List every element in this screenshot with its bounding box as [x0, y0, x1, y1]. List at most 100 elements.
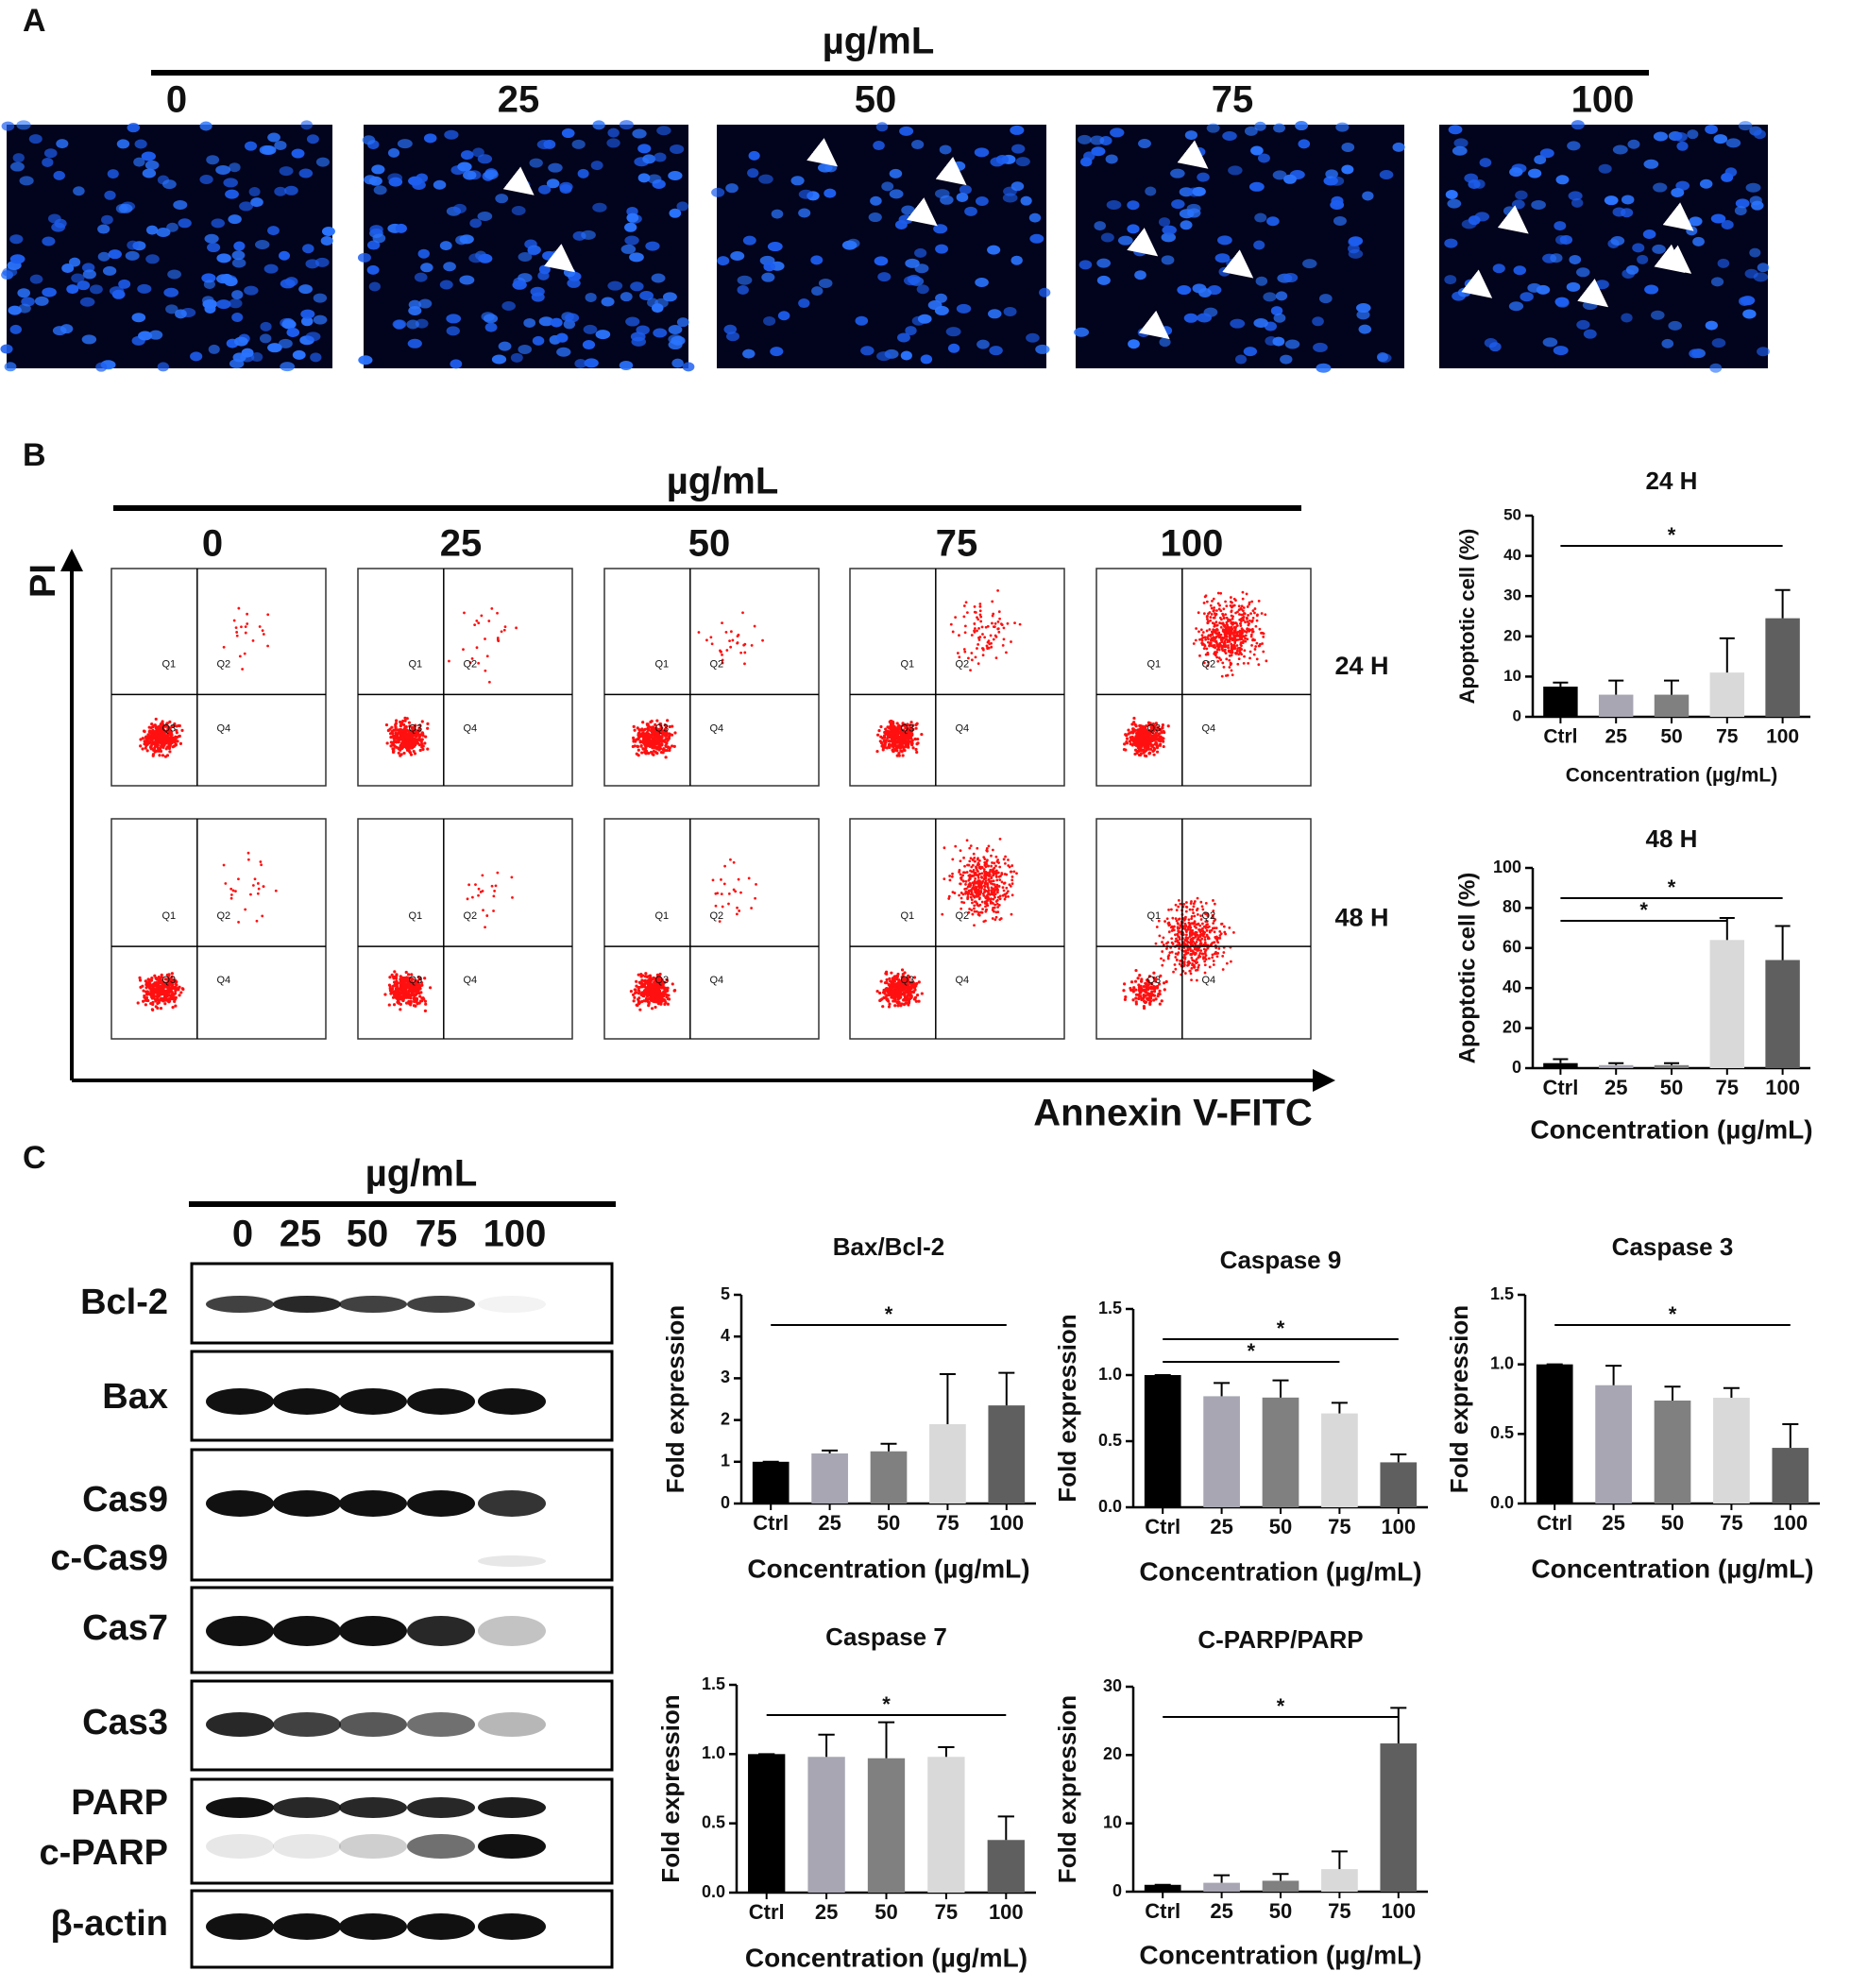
event: [1253, 654, 1256, 656]
nucleus: [1330, 200, 1344, 210]
event: [503, 629, 506, 632]
event: [666, 719, 669, 722]
event: [1012, 870, 1015, 873]
event: [1211, 644, 1214, 647]
event: [1127, 729, 1129, 732]
nucleus: [468, 253, 483, 263]
event: [393, 1003, 396, 1006]
nucleus: [631, 331, 646, 341]
quadrant-label: Q1: [900, 658, 914, 670]
nucleus: [632, 129, 646, 139]
event: [748, 877, 751, 880]
event: [1248, 656, 1251, 659]
event: [886, 725, 889, 728]
event: [1155, 742, 1158, 745]
event: [957, 652, 959, 654]
event: [156, 1007, 159, 1010]
nucleus: [262, 145, 277, 155]
event: [393, 980, 396, 983]
nucleus: [484, 314, 498, 323]
panel-label: C: [23, 1140, 46, 1176]
event: [888, 734, 891, 737]
event: [1218, 656, 1221, 659]
nucleus: [453, 204, 467, 213]
nucleus: [48, 213, 61, 223]
event: [151, 1008, 154, 1011]
event: [966, 839, 969, 841]
event: [1216, 648, 1219, 651]
event: [1197, 630, 1200, 633]
nucleus: [624, 223, 637, 232]
nucleus: [440, 241, 452, 250]
event: [981, 911, 984, 914]
nucleus: [881, 181, 893, 191]
nucleus: [1595, 280, 1609, 289]
quadrant-label: Q2: [463, 910, 477, 922]
nucleus: [302, 244, 314, 253]
nucleus: [415, 273, 428, 282]
event: [1011, 882, 1014, 885]
nucleus: [408, 339, 422, 348]
event: [399, 1008, 401, 1011]
event: [259, 860, 262, 863]
event: [1250, 601, 1253, 603]
nucleus: [485, 323, 498, 332]
event: [637, 749, 640, 752]
event: [652, 739, 654, 741]
event: [390, 726, 393, 729]
nucleus: [388, 148, 399, 158]
event: [145, 990, 148, 993]
nucleus: [592, 120, 604, 129]
nucleus: [1010, 256, 1022, 265]
event: [645, 975, 648, 977]
nucleus: [1010, 126, 1024, 135]
nucleus: [90, 284, 103, 294]
event: [1214, 617, 1216, 620]
event: [1224, 636, 1227, 638]
event: [888, 1005, 891, 1008]
dose-label: 100: [1571, 79, 1635, 121]
nucleus: [146, 226, 158, 235]
event: [1007, 864, 1010, 867]
event: [388, 1003, 391, 1006]
nucleus: [1718, 259, 1730, 268]
event: [143, 994, 145, 997]
event: [426, 722, 429, 725]
event: [179, 742, 182, 745]
nucleus: [223, 178, 238, 187]
event: [418, 743, 421, 746]
event: [915, 727, 918, 730]
nucleus: [463, 170, 476, 179]
quadrant-label: Q4: [216, 975, 230, 986]
quadrant-label: Q2: [955, 658, 969, 670]
event: [733, 861, 736, 864]
event: [398, 731, 400, 734]
nucleus: [1302, 259, 1316, 268]
event: [890, 972, 892, 975]
event: [261, 915, 263, 918]
event: [1207, 641, 1210, 644]
event: [634, 744, 637, 747]
nucleus: [1722, 220, 1734, 229]
nucleus: [1739, 297, 1750, 306]
event: [1222, 621, 1225, 624]
event: [511, 896, 514, 899]
event: [648, 977, 651, 980]
event: [976, 857, 979, 859]
event: [986, 850, 989, 853]
event: [252, 639, 255, 642]
event: [899, 749, 902, 752]
nucleus: [1177, 285, 1191, 295]
event: [1247, 614, 1249, 617]
nucleus: [1359, 325, 1372, 334]
event: [892, 742, 895, 745]
nucleus: [798, 298, 809, 308]
nucleus: [567, 279, 580, 288]
event: [416, 997, 418, 1000]
nucleus: [1739, 121, 1753, 130]
panel-label: B: [23, 437, 46, 473]
quadrant-label: Q1: [161, 910, 176, 922]
nucleus: [10, 162, 25, 172]
event: [1219, 634, 1222, 637]
